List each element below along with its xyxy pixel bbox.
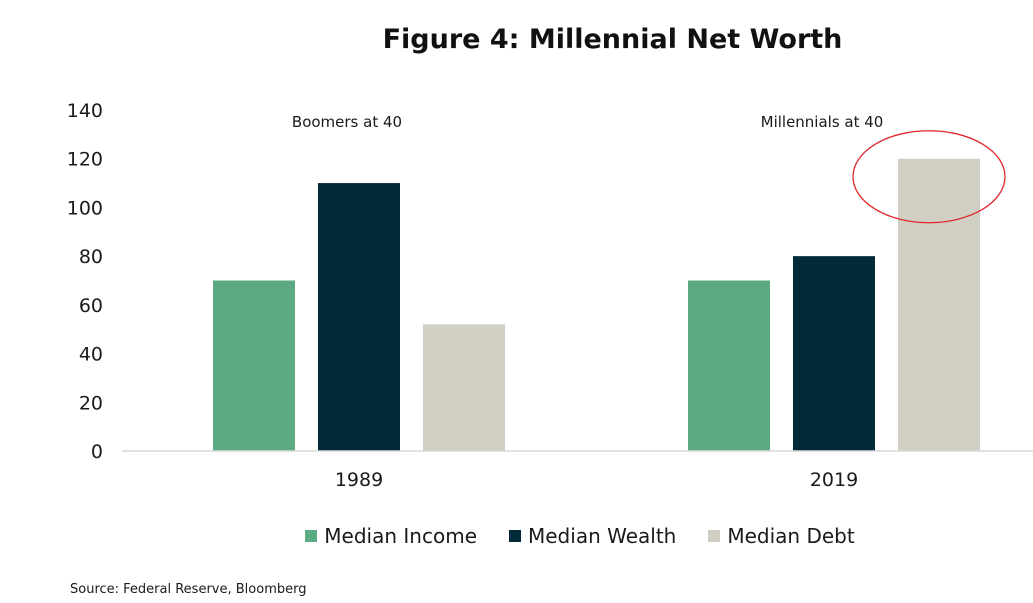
y-tick-label: 0 (91, 441, 103, 463)
bar-median-income-1989 (213, 280, 295, 451)
chart-title: Figure 4: Millennial Net Worth (382, 24, 843, 55)
legend-label: Median Wealth (528, 524, 677, 548)
y-tick-label: 40 (79, 344, 103, 366)
legend-item: Median Wealth (509, 524, 676, 548)
bar-median-debt-2019 (898, 158, 980, 451)
bars (213, 158, 980, 452)
x-axis-labels: 1989 2019 (335, 469, 858, 491)
legend-item: Median Income (305, 524, 477, 548)
y-tick-label: 140 (67, 100, 103, 122)
legend-swatch (305, 530, 318, 542)
legend-label: Median Income (324, 524, 477, 548)
bar-median-debt-1989 (423, 324, 505, 451)
legend-swatch (509, 530, 521, 542)
legend-item: Median Debt (708, 524, 855, 548)
legend-label: Median Debt (727, 524, 855, 548)
legend: Median Income Median Wealth Median Debt (0, 524, 1033, 548)
y-tick-label: 120 (67, 149, 103, 171)
category-annotation: Millennials at 40 (761, 113, 884, 131)
y-tick-label: 20 (79, 392, 103, 414)
bar-median-income-2019 (688, 280, 770, 451)
category-annotation: Boomers at 40 (292, 113, 402, 131)
source-note: Source: Federal Reserve, Bloomberg (70, 582, 307, 597)
y-axis-ticks: 0 20 40 60 80 100 120 140 (67, 100, 103, 463)
bar-median-wealth-2019 (793, 256, 875, 451)
highlight-ellipse (852, 130, 1006, 224)
x-tick-label: 1989 (335, 469, 383, 491)
bar-median-wealth-1989 (318, 183, 400, 452)
x-tick-label: 2019 (810, 469, 858, 491)
y-tick-label: 80 (79, 246, 103, 268)
y-tick-label: 60 (79, 295, 103, 317)
legend-swatch (708, 530, 721, 542)
y-tick-label: 100 (67, 197, 103, 219)
category-annotations: Boomers at 40 Millennials at 40 (292, 113, 883, 131)
